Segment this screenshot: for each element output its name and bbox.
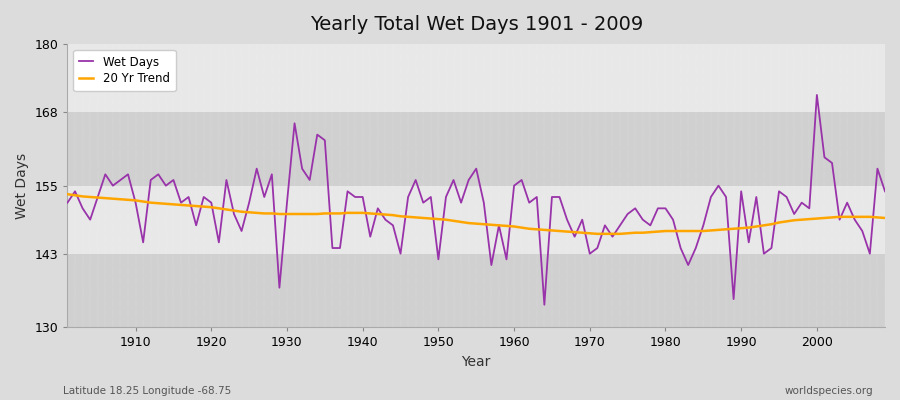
20 Yr Trend xyxy=(122,198,133,202)
Text: Latitude 18.25 Longitude -68.75: Latitude 18.25 Longitude -68.75 xyxy=(63,386,231,396)
Wet Days xyxy=(539,302,550,307)
Wet Days xyxy=(289,121,300,126)
Title: Yearly Total Wet Days 1901 - 2009: Yearly Total Wet Days 1901 - 2009 xyxy=(310,15,643,34)
Bar xyxy=(68,112,885,186)
20 Yr Trend xyxy=(879,216,890,220)
Wet Days xyxy=(608,234,618,239)
20 Yr Trend xyxy=(508,224,519,229)
Line: Wet Days: Wet Days xyxy=(68,95,885,305)
Wet Days xyxy=(122,172,133,177)
Bar xyxy=(68,186,885,254)
X-axis label: Year: Year xyxy=(462,355,490,369)
Line: 20 Yr Trend: 20 Yr Trend xyxy=(68,194,885,234)
20 Yr Trend xyxy=(501,224,512,228)
Text: worldspecies.org: worldspecies.org xyxy=(785,386,873,396)
20 Yr Trend xyxy=(592,232,603,236)
Legend: Wet Days, 20 Yr Trend: Wet Days, 20 Yr Trend xyxy=(74,50,176,91)
20 Yr Trend xyxy=(335,211,346,216)
20 Yr Trend xyxy=(608,232,618,236)
20 Yr Trend xyxy=(289,212,300,216)
Wet Days xyxy=(508,183,519,188)
Wet Days xyxy=(812,92,823,97)
Wet Days xyxy=(501,257,512,262)
Wet Days xyxy=(335,246,346,250)
Bar xyxy=(68,44,885,112)
20 Yr Trend xyxy=(62,192,73,196)
Bar xyxy=(68,254,885,328)
Wet Days xyxy=(62,200,73,205)
Wet Days xyxy=(879,189,890,194)
Y-axis label: Wet Days: Wet Days xyxy=(15,152,29,219)
